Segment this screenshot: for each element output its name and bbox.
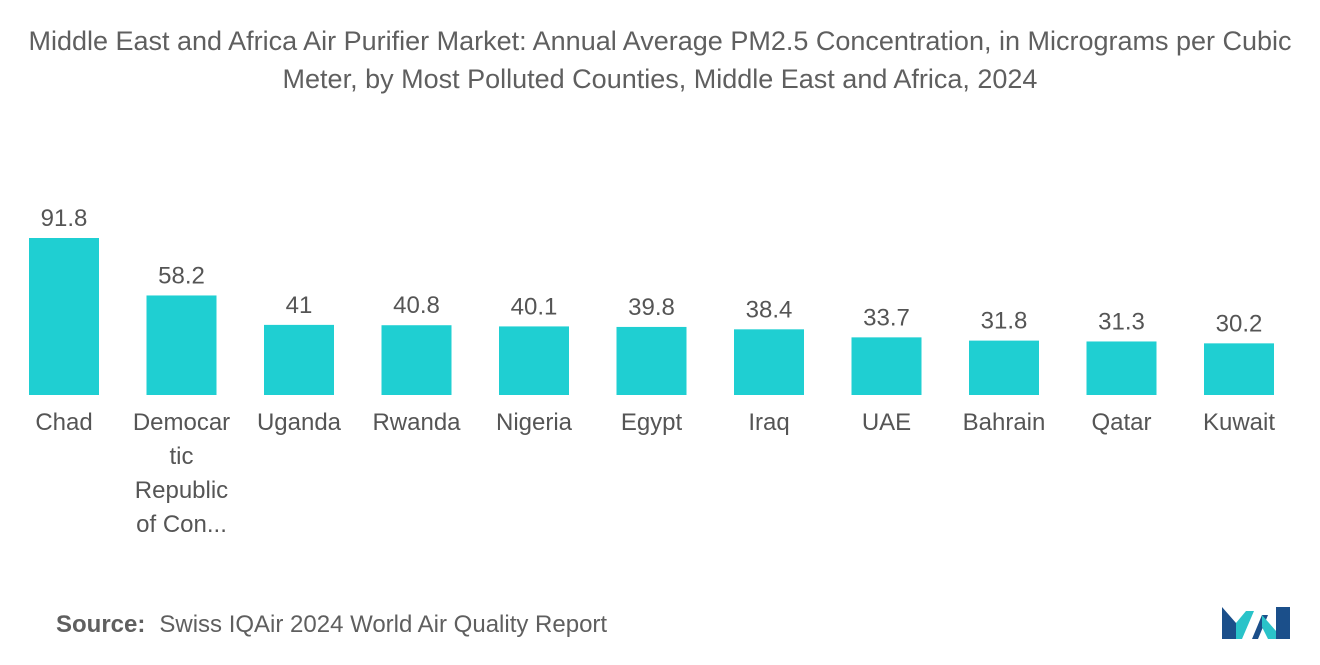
- category-label: Egypt: [621, 409, 683, 436]
- category-label: Chad: [35, 409, 92, 436]
- bar: [851, 337, 922, 395]
- data-label: 91.8: [41, 205, 88, 232]
- bar-chart: 91.8 Chad 58.2 Democar tic Republic of Con... 4…: [29, 205, 1275, 538]
- bar: [1204, 343, 1274, 395]
- bar: [146, 295, 217, 395]
- category-label: Nigeria: [496, 409, 573, 436]
- category-label: Democar tic Republic of Con...: [133, 409, 230, 538]
- bar: [381, 325, 452, 395]
- source-text: Swiss IQAir 2024 World Air Quality Repor…: [159, 611, 608, 638]
- mordor-logo-icon: [1222, 607, 1290, 639]
- data-label: 30.2: [1216, 310, 1263, 337]
- data-label: 40.1: [511, 293, 558, 320]
- bar: [29, 238, 99, 395]
- source-note: Source: Swiss IQAir 2024 World Air Qualit…: [56, 611, 607, 639]
- data-label: 31.3: [1098, 308, 1145, 335]
- bar: [734, 329, 804, 395]
- bar: [499, 326, 569, 395]
- chart-title: Middle East and Africa Air Purifier Mark…: [28, 26, 1292, 94]
- source-label: Source:: [56, 611, 146, 638]
- bar: [969, 340, 1039, 395]
- category-label: Bahrain: [963, 409, 1046, 436]
- category-label: UAE: [862, 409, 911, 436]
- data-label: 31.8: [981, 308, 1028, 335]
- bar: [616, 326, 687, 395]
- bar: [1086, 341, 1157, 395]
- data-label: 38.4: [746, 296, 793, 323]
- bar: [264, 324, 334, 395]
- data-label: 33.7: [863, 304, 910, 331]
- category-label: Uganda: [257, 409, 342, 436]
- category-label: Qatar: [1091, 409, 1151, 436]
- data-label: 41: [286, 292, 313, 319]
- data-label: 40.8: [393, 292, 440, 319]
- category-label: Rwanda: [372, 409, 461, 436]
- category-label: Iraq: [748, 409, 789, 436]
- data-label: 58.2: [158, 262, 205, 289]
- data-label: 39.8: [628, 294, 675, 321]
- category-label: Kuwait: [1203, 409, 1275, 436]
